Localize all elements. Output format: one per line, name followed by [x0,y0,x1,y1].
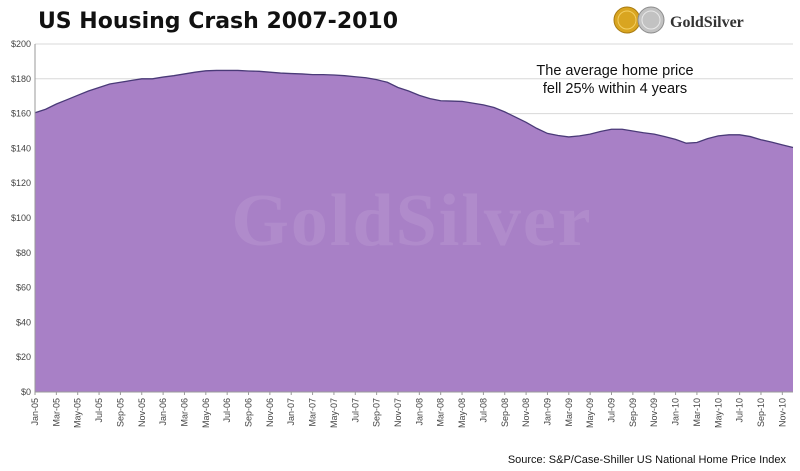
y-tick-label: $180 [11,74,31,84]
x-tick-label: Jan-06 [158,398,168,426]
x-tick-label: Nov-10 [777,398,787,427]
x-tick-label: Nov-09 [649,398,659,427]
annotation-line-1: The average home price [536,63,693,79]
gold-silver-coins-icon [613,6,665,34]
x-tick-label: Nov-06 [265,398,275,427]
price-area [35,70,793,392]
x-tick-label: Mar-08 [436,398,446,427]
x-tick-label: Jan-09 [542,398,552,426]
x-tick-label: Mar-09 [564,398,574,427]
x-tick-label: May-10 [713,398,723,428]
x-tick-label: Jul-10 [735,398,745,423]
x-tick-label: Jan-05 [30,398,40,426]
source-note: Source: S&P/Case-Shiller US National Hom… [508,454,787,466]
x-tick-label: Sep-05 [115,398,125,427]
y-axis: $0 $20 $40 $60 $80 $100 $120 $140 $160 $180 $200 [11,39,36,397]
x-tick-label: Jul-09 [607,398,617,423]
x-tick-label: May-09 [585,398,595,428]
x-tick-label: Jan-08 [414,398,424,426]
x-tick-label: Mar-05 [51,398,61,427]
x-tick-label: Nov-05 [137,398,147,427]
y-tick-label: $0 [21,387,31,397]
chart-title: US Housing Crash 2007-2010 [38,9,398,34]
x-tick-label: Nov-08 [521,398,531,427]
y-tick-label: $100 [11,213,31,223]
x-tick-label: Jul-05 [94,398,104,423]
x-tick-label: Jul-08 [478,398,488,423]
x-tick-label: Mar-06 [179,398,189,427]
x-tick-label: Jan-10 [671,398,681,426]
x-tick-label: Sep-08 [500,398,510,427]
y-tick-label: $120 [11,178,31,188]
x-tick-label: Mar-10 [692,398,702,427]
y-tick-label: $140 [11,143,31,153]
x-tick-label: Jul-06 [222,398,232,423]
x-tick-label: Sep-09 [628,398,638,427]
y-tick-label: $60 [16,283,31,293]
y-tick-label: $160 [11,109,31,119]
x-tick-label: Mar-07 [308,398,318,427]
x-tick-label: Jan-07 [286,398,296,426]
x-axis: Jan-05 Mar-05 May-05 Jul-05 Sep-05 Nov-05 Jan-… [30,391,793,428]
x-tick-label: Jul-07 [350,398,360,423]
price-line [34,69,794,149]
x-tick-label: Sep-06 [244,398,254,427]
x-tick-label: Sep-10 [756,398,766,427]
x-tick-label: May-05 [73,398,83,428]
y-tick-label: $40 [16,317,31,327]
x-tick-label: Sep-07 [372,398,382,427]
x-tick-label: May-06 [201,398,211,428]
x-tick-label: May-07 [329,398,339,428]
x-tick-label: May-08 [457,398,467,428]
annotation-line-2: fell 25% within 4 years [543,81,687,97]
x-tick-label: Nov-07 [393,398,403,427]
y-tick-label: $20 [16,352,31,362]
y-tick-label: $80 [16,248,31,258]
y-tick-label: $200 [11,39,31,49]
logo-text: GoldSilver [670,14,744,31]
watermark: GoldSilver [231,180,592,262]
